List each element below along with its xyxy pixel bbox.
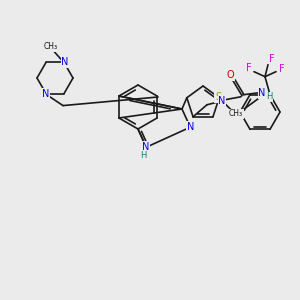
Text: F: F [246, 63, 252, 73]
Text: H: H [266, 92, 272, 101]
Text: N: N [42, 88, 50, 99]
Text: N: N [142, 142, 149, 152]
Text: CH₃: CH₃ [44, 42, 58, 51]
Text: N: N [187, 122, 194, 132]
Text: O: O [226, 70, 234, 80]
Text: CH₃: CH₃ [229, 109, 243, 118]
Text: S: S [215, 92, 221, 102]
Text: F: F [269, 54, 275, 64]
Text: N: N [61, 57, 69, 68]
Text: N: N [258, 88, 266, 98]
Text: H: H [140, 151, 146, 160]
Text: N: N [218, 96, 226, 106]
Text: F: F [279, 64, 285, 74]
